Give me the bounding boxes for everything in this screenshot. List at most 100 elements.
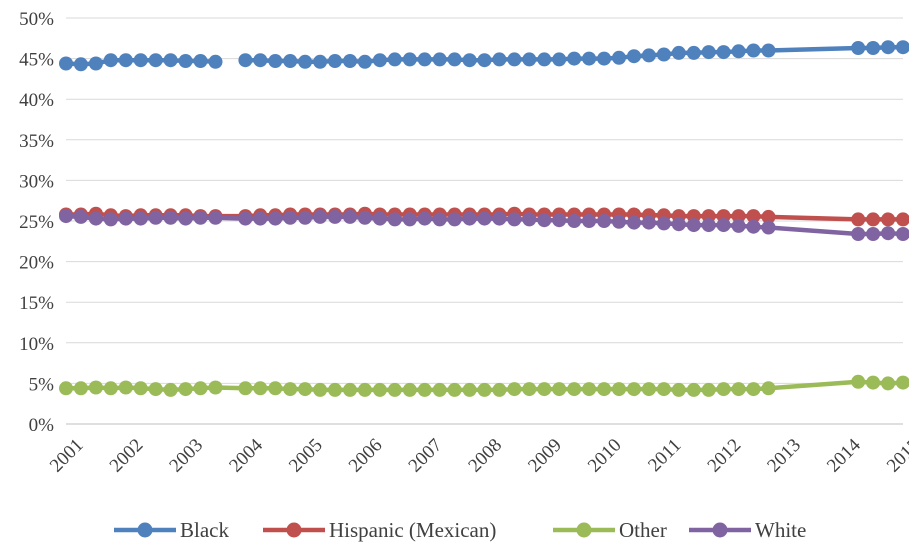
data-point — [627, 49, 641, 64]
y-tick-label: 35% — [19, 131, 54, 152]
data-point — [656, 47, 671, 62]
data-point — [387, 212, 402, 227]
data-point — [103, 53, 118, 68]
data-point — [357, 382, 372, 397]
data-point — [328, 382, 342, 397]
data-point — [567, 382, 582, 397]
data-point — [761, 43, 776, 58]
data-point — [477, 382, 492, 397]
data-point — [313, 382, 328, 397]
legend-swatch-marker — [712, 522, 728, 538]
data-point — [417, 382, 432, 397]
data-point — [148, 382, 163, 397]
data-point — [178, 211, 193, 226]
x-tick-label: 2008 — [464, 435, 506, 477]
data-point — [522, 382, 537, 397]
legend-item: Black — [114, 518, 229, 542]
x-tick-label: 2003 — [165, 435, 207, 477]
x-tick-label: 2001 — [46, 435, 88, 477]
data-point — [133, 381, 148, 396]
data-point — [671, 217, 686, 232]
data-point — [432, 212, 447, 227]
data-point — [268, 381, 283, 396]
data-point — [88, 211, 103, 226]
data-point — [268, 54, 283, 68]
data-point — [671, 382, 686, 397]
data-point — [851, 41, 866, 55]
data-point — [731, 209, 746, 224]
y-tick-label: 40% — [19, 90, 54, 111]
data-point — [298, 210, 313, 225]
data-point — [163, 53, 178, 68]
data-point — [163, 210, 178, 225]
data-point — [537, 52, 552, 67]
data-point — [477, 211, 492, 226]
x-tick-label: 2011 — [644, 435, 685, 476]
data-point — [612, 214, 626, 229]
legend-swatch-marker — [286, 522, 302, 538]
data-point — [73, 209, 88, 224]
data-point — [896, 40, 909, 55]
data-point — [462, 211, 477, 226]
data-point — [417, 211, 432, 226]
legend-item: Other — [553, 518, 667, 542]
data-point — [686, 218, 701, 233]
data-point — [582, 214, 597, 228]
data-point — [73, 57, 88, 72]
data-point — [761, 220, 776, 235]
data-point — [552, 213, 567, 228]
data-point — [208, 54, 223, 69]
x-tick-label: 2004 — [225, 434, 267, 476]
data-point — [866, 41, 881, 55]
data-point — [881, 40, 896, 55]
data-point — [881, 376, 896, 391]
data-point — [582, 51, 597, 66]
series-lines — [59, 40, 909, 397]
y-tick-label: 30% — [19, 171, 54, 192]
data-point — [148, 210, 163, 225]
data-point — [103, 381, 118, 396]
data-point — [896, 212, 909, 227]
data-point — [731, 44, 746, 59]
legend-item: White — [689, 518, 806, 542]
data-point — [238, 53, 253, 68]
data-point — [118, 380, 133, 395]
data-point — [178, 382, 193, 397]
data-point — [298, 382, 313, 397]
data-point — [357, 210, 372, 225]
data-point — [372, 382, 387, 397]
data-point — [746, 209, 761, 224]
data-point — [193, 381, 208, 396]
data-point — [746, 382, 761, 397]
data-point — [402, 212, 417, 227]
data-point — [866, 375, 881, 390]
x-tick-label: 2015 — [883, 435, 909, 477]
legend-label: Black — [180, 518, 229, 542]
data-point — [387, 52, 402, 67]
data-point — [402, 52, 417, 67]
y-tick-label: 25% — [19, 212, 54, 233]
data-point — [193, 210, 208, 225]
data-point — [357, 54, 372, 69]
data-point — [522, 212, 537, 227]
data-point — [372, 53, 387, 68]
data-point — [343, 209, 357, 224]
data-point — [537, 213, 552, 228]
y-tick-label: 5% — [29, 374, 55, 395]
data-point — [656, 382, 671, 397]
series-black — [59, 40, 909, 72]
data-point — [567, 214, 582, 228]
data-point — [88, 380, 103, 395]
data-point — [701, 218, 716, 233]
data-point — [253, 381, 268, 396]
data-point — [118, 211, 133, 226]
data-point — [447, 212, 462, 227]
data-point — [298, 54, 313, 69]
y-tick-label: 15% — [19, 293, 54, 314]
data-point — [313, 54, 328, 69]
data-point — [881, 212, 896, 227]
x-tick-label: 2005 — [285, 435, 327, 477]
data-point — [686, 45, 701, 60]
data-point — [447, 52, 462, 67]
